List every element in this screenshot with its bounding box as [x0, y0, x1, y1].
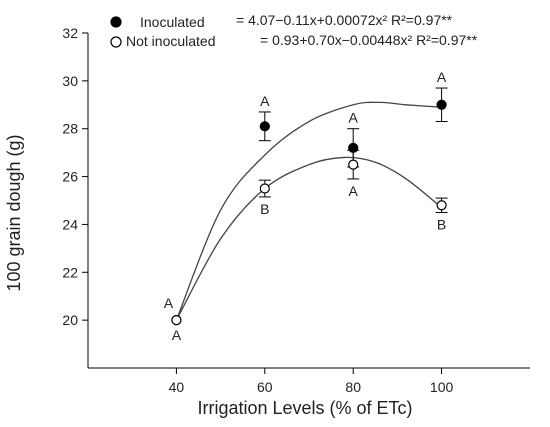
fit-curve-not-inoculated	[175, 156, 443, 321]
legend-marker-inoculated	[110, 16, 122, 28]
y-tick-label: 24	[62, 216, 78, 232]
x-tick-label: 100	[430, 379, 454, 395]
y-tick-label: 28	[62, 121, 78, 137]
x-tick-label: 80	[345, 379, 361, 395]
significance-letter-not-inoculated: B	[437, 216, 446, 232]
legend-marker-not-inoculated	[110, 36, 122, 48]
significance-letter-inoculated: A	[437, 69, 447, 85]
data-point-not-inoculated	[259, 183, 270, 194]
y-axis-title: 100 grain dough (g)	[4, 134, 24, 291]
x-tick-label: 40	[169, 379, 185, 395]
x-tick-label: 60	[257, 379, 273, 395]
significance-letter-not-inoculated: A	[349, 183, 359, 199]
data-point-not-inoculated	[348, 159, 359, 170]
y-tick-label: 32	[62, 25, 78, 41]
x-axis-title: Irrigation Levels (% of ETc)	[197, 398, 412, 418]
fit-curve-inoculated	[175, 101, 442, 321]
significance-letter-inoculated: A	[349, 110, 359, 126]
y-tick-label: 30	[62, 73, 78, 89]
significance-letter-not-inoculated: A	[172, 327, 182, 343]
legend-equation-not-inoculated: = 0.93+0.70x−0.00448x² R²=0.97**	[260, 32, 478, 48]
axes: 20 22 24 26 28 30 32 40 60 80 100	[62, 25, 530, 395]
legend-label-inoculated: Inoculated	[140, 14, 205, 30]
legend-equation-inoculated: = 4.07−0.11x+0.00072x² R²=0.97**	[236, 12, 453, 28]
fit-curves	[175, 101, 443, 321]
data-point-inoculated	[436, 99, 447, 110]
y-tick-label: 26	[62, 169, 78, 185]
y-tick-label: 22	[62, 264, 78, 280]
significance-letter-not-inoculated: B	[260, 201, 269, 217]
data-point-not-inoculated	[171, 315, 182, 326]
legend: Inoculated = 4.07−0.11x+0.00072x² R²=0.9…	[110, 12, 478, 49]
data-point-inoculated	[259, 121, 270, 132]
y-tick-label: 20	[62, 312, 78, 328]
significance-letter-inoculated: A	[260, 93, 270, 109]
legend-label-not-inoculated: Not inoculated	[126, 33, 216, 49]
data-point-not-inoculated	[436, 200, 447, 211]
significance-letter-inoculated: A	[164, 295, 174, 311]
